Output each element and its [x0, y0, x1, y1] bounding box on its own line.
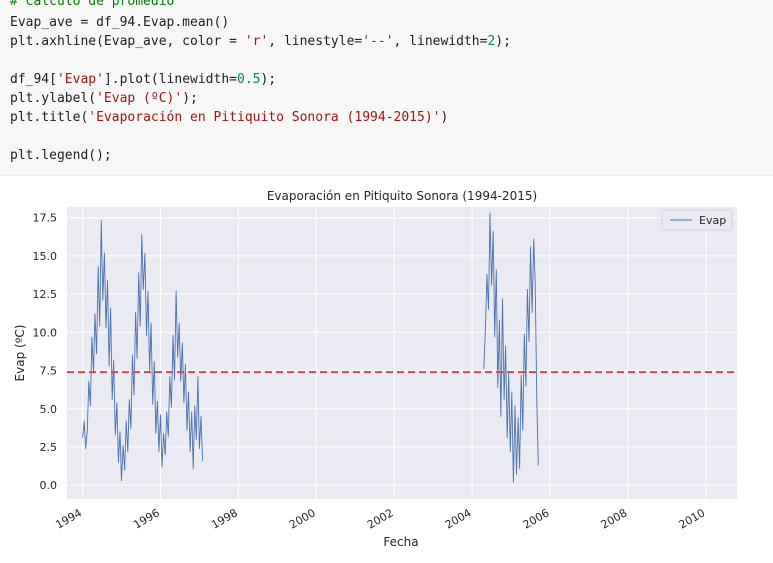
code-token: , linewidth=	[393, 34, 488, 49]
code-token: 'Evap (ºC)'	[96, 91, 183, 106]
code-token: plt.legend();	[10, 148, 112, 163]
code-line: Evap_ave = df_94.Evap.mean()	[10, 13, 229, 32]
x-tick-label: 2008	[599, 506, 630, 531]
x-tick-label: 2006	[521, 506, 552, 531]
code-token: Evap_ave = df_94.Evap.mean()	[10, 15, 230, 30]
x-tick-label: 1996	[131, 506, 162, 531]
code-token: plt.title(	[10, 110, 89, 125]
code-line: # Cálculo de promedio	[10, 0, 174, 11]
x-tick-label: 1994	[53, 506, 84, 531]
code-token: )	[440, 110, 449, 125]
x-tick-label: 1998	[209, 506, 240, 531]
series-lines	[82, 212, 539, 483]
x-tick-label: 2000	[287, 506, 318, 531]
y-tick-label: 5.0	[40, 403, 58, 416]
legend-label: Evap	[699, 214, 726, 227]
code-token: 2	[487, 34, 496, 49]
code-token: 0.5	[237, 72, 261, 87]
code-token: 'Evaporación en Pitiquito Sonora (1994-2…	[88, 110, 441, 125]
evap-series-line	[82, 220, 204, 482]
y-tick-label: 15.0	[33, 250, 58, 263]
code-line: plt.legend();	[10, 146, 112, 165]
y-tick-label: 0.0	[40, 479, 58, 492]
code-token: ].plot(linewidth=	[103, 72, 237, 87]
code-token: 'r'	[244, 34, 269, 49]
x-tick-label: 2002	[365, 506, 396, 531]
x-tick-label: 2004	[443, 506, 474, 531]
x-axis-label: Fecha	[383, 535, 418, 549]
y-tick-label: 17.5	[33, 212, 58, 225]
code-token: df_94[	[10, 72, 57, 87]
chart-title: Evaporación en Pitiquito Sonora (1994-20…	[267, 189, 537, 203]
y-axis-label: Evap (ºC)	[13, 325, 27, 382]
code-token: );	[495, 34, 511, 49]
code-token: plt.ylabel(	[10, 91, 97, 106]
code-token: , linestyle=	[268, 34, 363, 49]
evap-series-line	[483, 212, 539, 483]
code-token: plt.axhline(Evap_ave, color =	[10, 34, 245, 49]
x-tick-labels: 1994 1996 1998 2000 2002 2004 2006 2008 2010	[53, 506, 707, 531]
code-token: 'Evap'	[56, 72, 104, 87]
code-token: );	[182, 91, 198, 106]
y-tick-label: 7.5	[40, 365, 58, 378]
plot-area	[67, 207, 737, 499]
code-token: );	[260, 72, 277, 87]
legend: Evap	[661, 209, 733, 231]
plot-output: 0.0 2.5 5.0 7.5 10.0 12.5 15.0 17.5 1994 1996 199…	[0, 176, 773, 559]
code-line: plt.ylabel('Evap (ºC)');	[10, 89, 198, 108]
x-tick-label: 2010	[677, 506, 708, 531]
code-token: '--'	[362, 34, 394, 49]
code-token: # Cálculo de promedio	[10, 0, 175, 9]
y-tick-label: 2.5	[40, 441, 58, 454]
code-line: df_94['Evap'].plot(linewidth=0.5);	[10, 70, 276, 89]
code-cell[interactable]: # Cálculo de promedio Evap_ave = df_94.Ev…	[0, 0, 773, 176]
y-tick-labels: 0.0 2.5 5.0 7.5 10.0 12.5 15.0 17.5	[33, 212, 58, 493]
legend-box	[661, 209, 733, 231]
code-line: plt.title('Evaporación en Pitiquito Sono…	[10, 108, 448, 127]
y-tick-label: 10.0	[33, 326, 58, 339]
y-tick-label: 12.5	[33, 288, 58, 301]
code-line: plt.axhline(Evap_ave, color = 'r', lines…	[10, 32, 511, 51]
line-chart: 0.02.55.07.510.012.515.017.5 1994 1996 199…	[13, 189, 737, 549]
